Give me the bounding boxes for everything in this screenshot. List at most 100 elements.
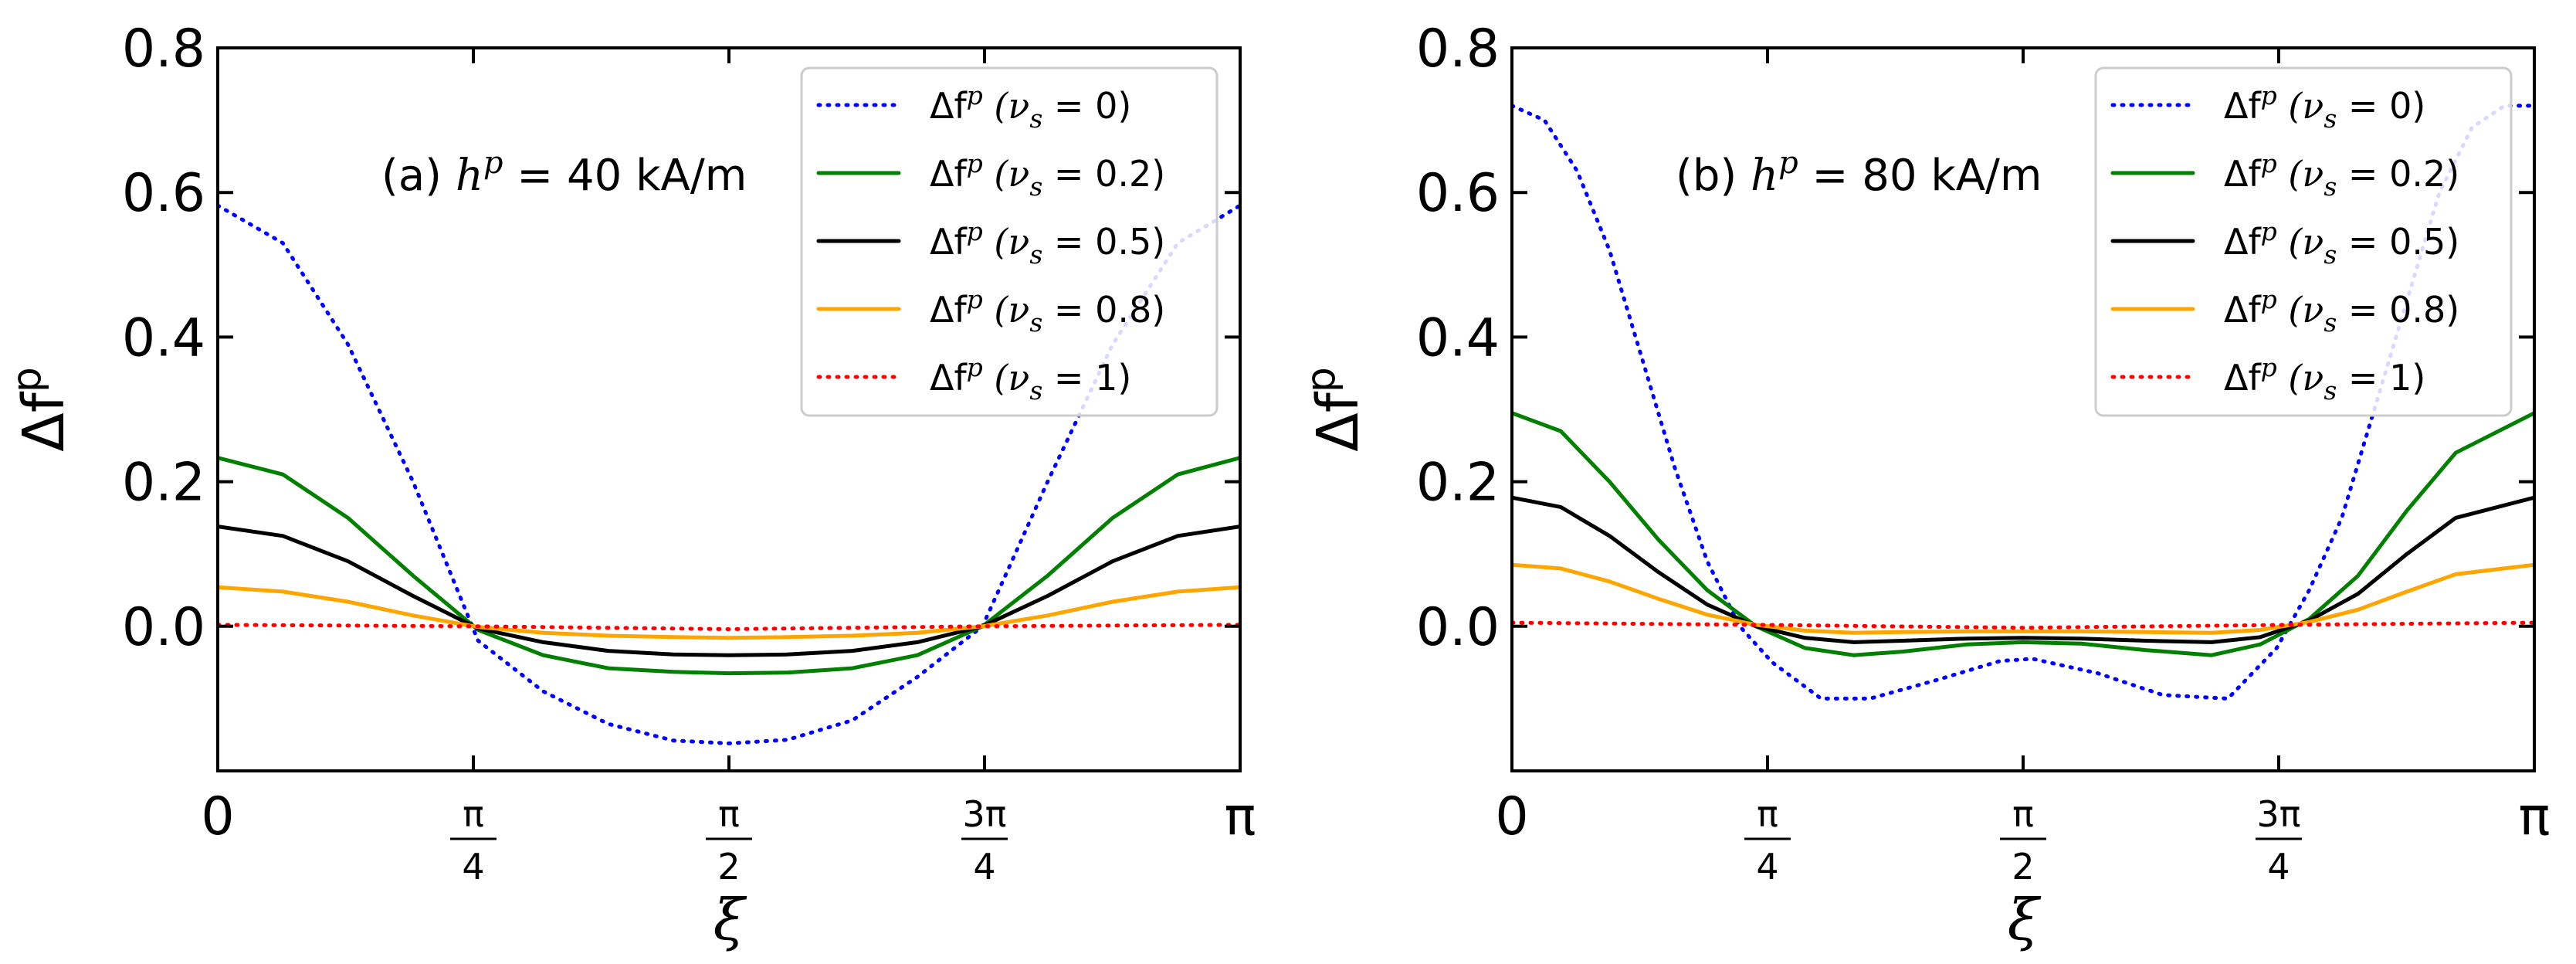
- legend-param: (ν: [2288, 153, 2323, 195]
- legend-param-value: = 1): [2337, 357, 2425, 399]
- legend-entry-2: Δfp (νs = 0.5): [930, 216, 1165, 270]
- x-tick-label: π: [1225, 786, 1256, 847]
- series-line-1: [1512, 411, 2534, 657]
- legend-param: (ν: [994, 153, 1029, 195]
- legend-space: [983, 153, 995, 195]
- annotation-sup: p: [1778, 145, 1798, 181]
- legend-param-value: = 0.2): [2337, 153, 2459, 195]
- x-tick-label-denominator: 4: [1756, 846, 1778, 888]
- legend-param-value: = 0.8): [2337, 289, 2459, 331]
- y-axis-label-sup: p: [1298, 367, 1344, 392]
- x-tick-label-denominator: 4: [973, 846, 995, 888]
- legend-param-sub: s: [2323, 375, 2337, 406]
- x-tick-label-denominator: 2: [717, 846, 740, 888]
- x-axis-label: ξ: [2008, 887, 2042, 953]
- annotation-prefix: (a): [381, 151, 456, 201]
- legend-space: [983, 85, 995, 127]
- legend-label-sup: p: [967, 148, 983, 178]
- legend: Δfp (νs = 0)Δfp (νs = 0.2)Δfp (νs = 0.5)…: [800, 66, 1219, 417]
- legend-space: [2277, 85, 2289, 127]
- series-line-4: [218, 623, 1240, 631]
- legend-param: (ν: [994, 221, 1029, 263]
- legend-entry-1: Δfp (νs = 0.2): [2224, 148, 2459, 202]
- legend-label-sup: p: [967, 216, 983, 246]
- legend-param-value: = 1): [1042, 357, 1131, 399]
- series-line-1: [218, 456, 1240, 676]
- legend-entry-2: Δfp (νs = 0.5): [2224, 216, 2459, 270]
- legend-param-sub: s: [2323, 239, 2337, 270]
- y-axis-label: Δfp: [4, 367, 77, 452]
- legend-param: (ν: [994, 289, 1029, 331]
- legend-param: (ν: [2288, 85, 2323, 127]
- annotation-variable: h: [456, 151, 483, 201]
- legend-label-sup: p: [2261, 284, 2277, 314]
- legend-label: Δf: [2224, 357, 2262, 399]
- legend-label-sup: p: [967, 284, 983, 314]
- series-line-0: [218, 203, 1240, 745]
- y-tick-label: 0.6: [1416, 163, 1500, 224]
- legend-param-value: = 0.5): [1042, 221, 1165, 263]
- panel-annotation: (b) hp = 80 kA/m: [1676, 145, 2042, 201]
- series-line-3: [218, 585, 1240, 640]
- x-tick-label-numerator: 3π: [2257, 793, 2301, 835]
- x-axis-label: ξ: [713, 887, 747, 953]
- annotation-variable: h: [1751, 151, 1778, 201]
- x-tick-label-numerator: π: [463, 793, 484, 835]
- legend-label: Δf: [2224, 221, 2262, 263]
- legend-entry-0: Δfp (νs = 0): [930, 80, 1131, 134]
- legend-param-value: = 0.8): [1042, 289, 1165, 331]
- annotation-value: = 40 kA/m: [503, 151, 747, 201]
- y-tick-label: 0.2: [1416, 453, 1500, 514]
- x-tick-label-numerator: π: [2012, 793, 2034, 835]
- legend: Δfp (νs = 0)Δfp (νs = 0.2)Δfp (νs = 0.5)…: [2094, 66, 2513, 417]
- legend-param-sub: s: [1029, 375, 1042, 406]
- legend-param: (ν: [994, 85, 1029, 127]
- legend-entry-4: Δfp (νs = 1): [930, 352, 1131, 406]
- x-tick-label-numerator: 3π: [963, 793, 1007, 835]
- legend-label: Δf: [2224, 85, 2262, 127]
- legend-param-sub: s: [1029, 104, 1042, 134]
- series-line-3: [1512, 562, 2534, 635]
- y-axis-label-sup: p: [4, 367, 50, 392]
- x-tick-label-numerator: π: [1757, 793, 1778, 835]
- legend-entry-0: Δfp (νs = 0): [2224, 80, 2425, 134]
- legend-space: [2277, 221, 2289, 263]
- legend-label: Δf: [930, 85, 968, 127]
- legend-label-sup: p: [2261, 148, 2277, 178]
- y-tick-label: 0.8: [122, 19, 205, 80]
- legend-param-sub: s: [2323, 171, 2337, 202]
- series-group: [218, 203, 1240, 745]
- legend-entry-3: Δfp (νs = 0.8): [930, 284, 1165, 338]
- legend-label-sup: p: [2261, 352, 2277, 382]
- y-axis-label: Δfp: [1298, 367, 1371, 452]
- legend-param-sub: s: [2323, 307, 2337, 338]
- y-tick-label: 0.0: [1416, 597, 1500, 658]
- legend-param-sub: s: [1029, 239, 1042, 270]
- legend-label: Δf: [2224, 289, 2262, 331]
- y-tick-label: 0.8: [1416, 19, 1500, 80]
- legend-label-sup: p: [967, 352, 983, 382]
- legend-space: [2277, 153, 2289, 195]
- legend-param-sub: s: [1029, 171, 1042, 202]
- series-line-4: [1512, 620, 2534, 630]
- y-tick-label: 0.6: [122, 163, 205, 224]
- y-axis-label-base: Δf: [1305, 391, 1371, 452]
- x-tick-label-denominator: 4: [2267, 846, 2290, 888]
- legend-param-value: = 0): [1042, 85, 1131, 127]
- legend-param-sub: s: [1029, 307, 1042, 338]
- annotation-value: = 80 kA/m: [1798, 151, 2042, 201]
- y-tick-label: 0.4: [122, 307, 205, 368]
- legend-space: [2277, 357, 2289, 399]
- legend-label: Δf: [930, 221, 968, 263]
- legend-space: [983, 357, 995, 399]
- legend-param-value: = 0.5): [2337, 221, 2459, 263]
- series-group: [1512, 104, 2534, 701]
- legend-entry-3: Δfp (νs = 0.8): [2224, 284, 2459, 338]
- series-line-2: [1512, 495, 2534, 644]
- y-axis-label-base: Δf: [11, 391, 77, 452]
- legend-space: [983, 289, 995, 331]
- legend-param: (ν: [2288, 357, 2323, 399]
